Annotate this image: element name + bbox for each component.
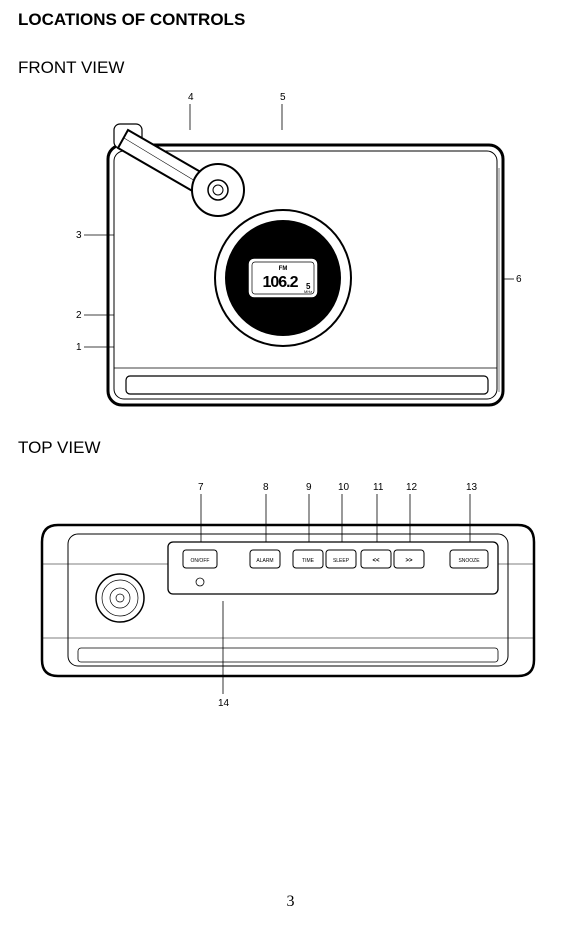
callout-12: 12 <box>406 482 418 493</box>
button-snooze: SNOOZE <box>450 550 488 568</box>
button-label: TIME <box>302 558 315 564</box>
button-label: ON/OFF <box>191 558 210 564</box>
top-view-heading: TOP VIEW <box>18 438 563 458</box>
front-view-heading: FRONT VIEW <box>18 58 563 78</box>
tuning-knob: FM 106.2 5 MHz <box>215 210 351 346</box>
callout-1: 1 <box>76 342 82 353</box>
callout-8: 8 <box>263 482 269 493</box>
callout-5: 5 <box>280 92 286 103</box>
lcd-band-bottom: MHz <box>304 289 312 294</box>
callout-9: 9 <box>306 482 312 493</box>
button-next: >> <box>394 550 424 568</box>
top-view-diagram: 7 8 9 10 11 12 13 ON/OFF ALARM <box>28 470 563 730</box>
callout-2: 2 <box>76 310 82 321</box>
crank-top <box>96 574 144 622</box>
button-label: << <box>372 558 380 564</box>
callout-10: 10 <box>338 482 350 493</box>
callout-11: 11 <box>373 482 384 493</box>
button-label: SNOOZE <box>458 558 480 564</box>
crank-arm <box>114 124 244 216</box>
lcd-frequency: 106.2 <box>262 274 298 291</box>
button-label: >> <box>405 558 413 564</box>
callout-3: 3 <box>76 230 82 241</box>
callout-6: 6 <box>516 274 522 285</box>
callout-7: 7 <box>198 482 204 493</box>
page-number: 3 <box>0 893 581 911</box>
button-alarm: ALARM <box>250 550 280 568</box>
button-label: ALARM <box>256 558 273 564</box>
front-view-diagram: 4 5 FM <box>58 90 563 420</box>
button-prev: << <box>361 550 391 568</box>
callout-14: 14 <box>218 698 230 709</box>
page-title: LOCATIONS OF CONTROLS <box>18 10 563 30</box>
button-label: SLEEP <box>333 558 350 564</box>
callout-13: 13 <box>466 482 478 493</box>
lcd-band-top: FM <box>279 266 288 272</box>
button-sleep: SLEEP <box>326 550 356 568</box>
button-time: TIME <box>293 550 323 568</box>
callout-4: 4 <box>188 92 194 103</box>
